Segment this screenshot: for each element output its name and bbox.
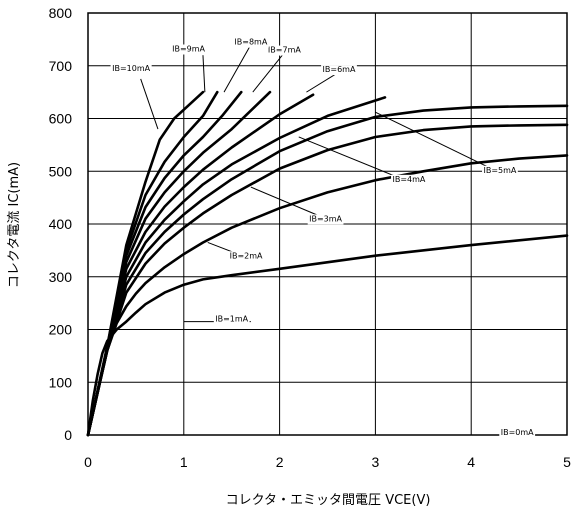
series-label-bg	[391, 174, 427, 185]
series-label: IB=9mA	[172, 45, 205, 54]
y-tick-label: 600	[49, 111, 73, 127]
series-label-bg	[321, 65, 357, 76]
series-labels: IB=0mA IB=1mA IB=2mA IB=3mA IB=4mA IB=5mA IB=6…	[110, 37, 541, 438]
y-tick-label: 200	[49, 322, 73, 338]
y-tick-label: 400	[49, 216, 73, 232]
y-tick-label: 300	[49, 269, 73, 285]
series-leader-line	[306, 71, 340, 93]
series-label-bg	[232, 37, 269, 48]
series-leader-line	[202, 55, 206, 93]
x-tick-label: 1	[180, 454, 188, 470]
series-line	[86, 90, 243, 437]
series-label-bg	[482, 165, 518, 176]
series-line	[86, 90, 205, 437]
series-label-bg	[170, 44, 207, 55]
series-label-bg	[307, 214, 344, 225]
y-tick-label: 0	[64, 427, 72, 443]
x-tick-label: 5	[563, 454, 571, 470]
x-tick-label: 0	[84, 454, 92, 470]
series-label-bg	[213, 314, 250, 325]
series-label-bg	[499, 428, 536, 438]
series-line	[86, 104, 569, 437]
series-curves	[86, 90, 569, 437]
series-label: IB=3mA	[309, 214, 342, 223]
series-leader-line	[298, 136, 410, 183]
x-tick-label: 2	[276, 454, 284, 470]
x-axis-label: コレクタ・エミッタ間電圧 VCE(V)	[226, 493, 431, 508]
tick-labels: 0 100 200 300 400 500 600 700 800 0 1 2 3 4 5	[49, 5, 571, 470]
series-label-bg	[228, 251, 264, 262]
y-tick-label: 700	[49, 58, 73, 74]
series-label: IB=8mA	[234, 38, 267, 47]
series-label: IB=6mA	[323, 65, 356, 74]
series-label: IB=5mA	[483, 166, 516, 175]
series-leader-line	[375, 111, 501, 174]
x-tick-label: 3	[372, 454, 380, 470]
series-label-bg	[110, 64, 152, 75]
series-label-bg	[266, 45, 303, 56]
series-leader-line	[140, 78, 159, 130]
series-leader-line	[252, 52, 285, 93]
plot-frame	[87, 12, 568, 436]
y-tick-label: 500	[49, 163, 73, 179]
y-axis-label: コレクタ電流 IC(mA)	[7, 162, 22, 288]
series-line	[86, 123, 569, 437]
series-label: IB=2mA	[230, 251, 263, 260]
series-label: IB=4mA	[392, 175, 425, 184]
series-label: IB=0mA	[501, 428, 534, 437]
series-label: IB=1mA	[215, 315, 248, 324]
series-label: IB=7mA	[268, 46, 301, 55]
series-line	[86, 234, 569, 437]
x-tick-label: 4	[467, 454, 475, 470]
series-label: IB=10mA	[112, 64, 151, 73]
y-tick-label: 100	[49, 374, 73, 390]
series-leader-line	[223, 44, 252, 93]
series-line	[86, 96, 387, 437]
y-tick-label: 800	[49, 5, 73, 21]
